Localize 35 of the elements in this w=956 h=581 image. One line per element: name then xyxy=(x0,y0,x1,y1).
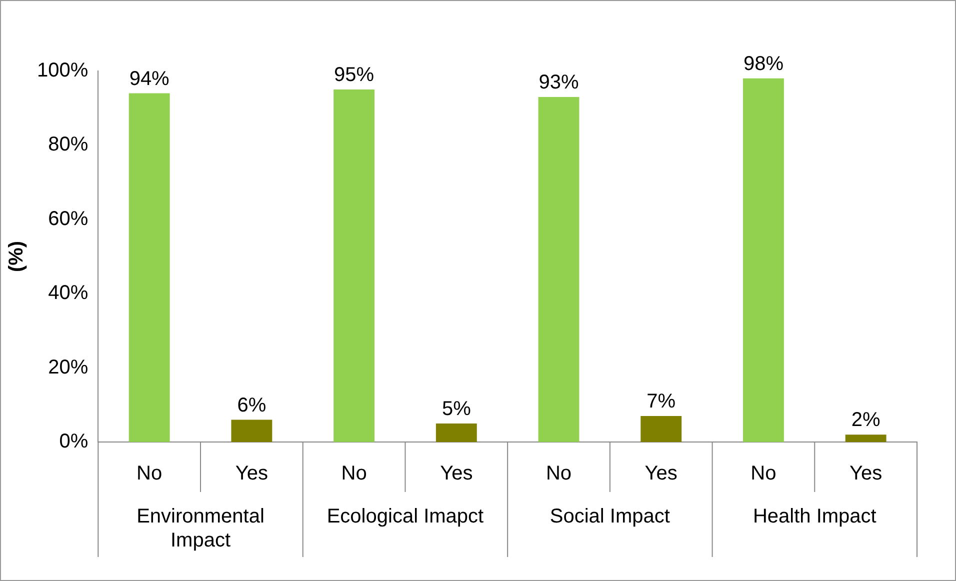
bar xyxy=(845,434,886,442)
data-label: 94% xyxy=(129,68,170,90)
bar xyxy=(436,423,477,442)
bar xyxy=(231,420,272,442)
bar xyxy=(640,416,682,442)
y-tick-label: 40% xyxy=(48,282,88,304)
x-tick-label: Health Impact xyxy=(752,506,877,528)
x-tick-label: Ecological Imapct xyxy=(326,506,484,528)
series-label: No xyxy=(136,462,162,485)
text: Yes xyxy=(644,462,678,485)
data-label: 7% xyxy=(646,390,676,413)
data-label: 2% xyxy=(851,409,880,432)
y-tick-label: 100% xyxy=(36,60,88,82)
bar xyxy=(742,78,784,442)
bar xyxy=(538,96,580,442)
y-tick-label: 0% xyxy=(59,430,88,453)
data-label: 5% xyxy=(442,398,472,420)
x-tick-label: Social Impact xyxy=(550,506,670,528)
x-tick-label: Environmental Impact xyxy=(136,506,264,552)
series-label: Yes xyxy=(235,462,268,485)
data-label: 93% xyxy=(538,71,579,94)
text: Yes xyxy=(440,462,473,485)
bar xyxy=(128,93,170,442)
data-label: 6% xyxy=(237,394,266,416)
y-tick-label: 80% xyxy=(48,134,88,156)
data-label: 95% xyxy=(334,64,374,86)
y-axis-title: (%) xyxy=(6,240,28,272)
y-tick-label: 60% xyxy=(48,208,88,230)
text: No xyxy=(750,462,776,485)
text: No xyxy=(546,462,572,485)
bar xyxy=(334,90,375,442)
y-tick-label: 20% xyxy=(48,356,88,378)
text: No xyxy=(341,462,367,485)
data-label: 98% xyxy=(743,52,784,75)
text: Yes xyxy=(850,462,882,485)
